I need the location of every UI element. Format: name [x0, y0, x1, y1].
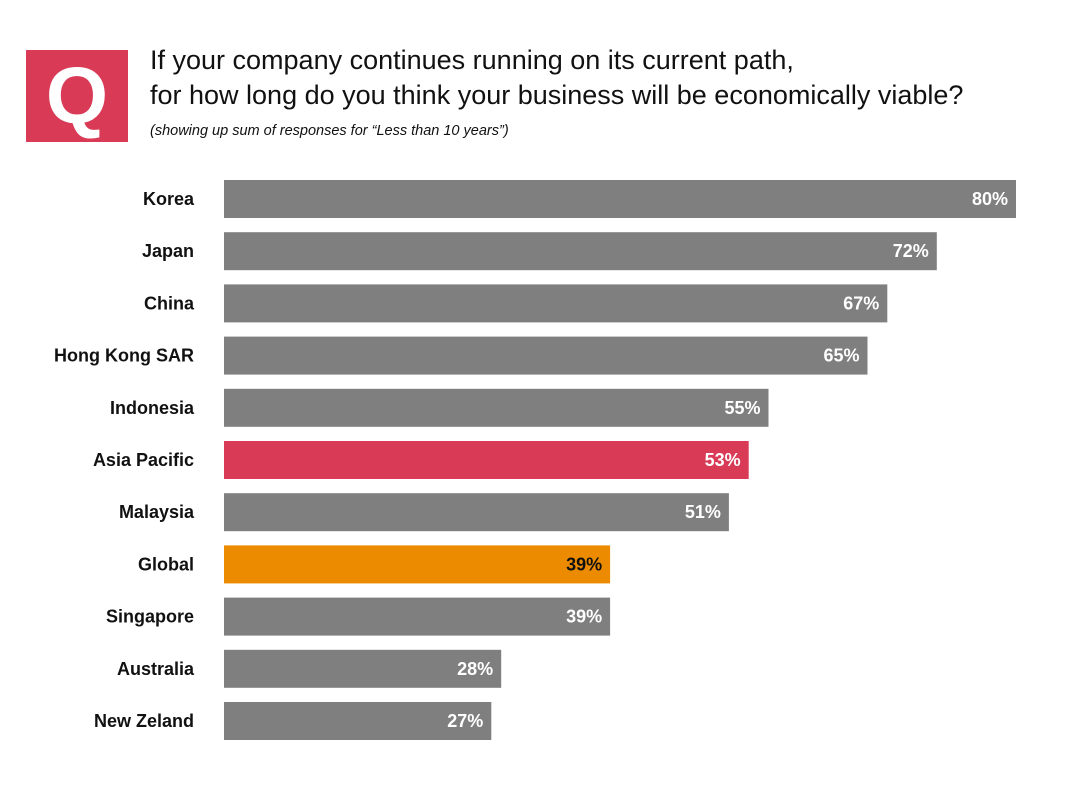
- value-label-asia-pacific: 53%: [705, 450, 741, 470]
- bar-japan: [224, 232, 937, 271]
- value-label-indonesia: 55%: [724, 398, 760, 418]
- chart-title-line-1: If your company continues running on its…: [150, 45, 794, 75]
- bar-indonesia: [224, 388, 769, 427]
- bar-singapore: [224, 597, 611, 636]
- value-label-global: 39%: [566, 554, 602, 574]
- bar-australia: [224, 649, 502, 688]
- category-label-indonesia: Indonesia: [110, 398, 195, 418]
- bar-asia-pacific: [224, 441, 749, 479]
- bar-malaysia: [224, 493, 729, 532]
- chart-title-line-2: for how long do you think your business …: [150, 80, 964, 110]
- category-label-korea: Korea: [143, 189, 195, 209]
- chart-subtitle: (showing up sum of responses for “Less t…: [150, 123, 509, 139]
- category-label-asia-pacific: Asia Pacific: [93, 450, 194, 470]
- category-label-singapore: Singapore: [106, 607, 194, 627]
- bar-global: [224, 545, 611, 584]
- category-label-new-zeland: New Zeland: [94, 711, 194, 731]
- question-badge: Q: [26, 50, 128, 142]
- chart-title: If your company continues running on its…: [150, 43, 1050, 113]
- category-label-global: Global: [138, 554, 194, 574]
- category-label-china: China: [144, 293, 195, 313]
- category-label-malaysia: Malaysia: [119, 502, 195, 522]
- category-label-japan: Japan: [142, 241, 194, 261]
- value-label-japan: 72%: [893, 241, 929, 261]
- value-label-korea: 80%: [972, 189, 1008, 209]
- bar-hong-kong-sar: [224, 336, 868, 375]
- value-label-malaysia: 51%: [685, 502, 721, 522]
- value-label-singapore: 39%: [566, 607, 602, 627]
- value-label-china: 67%: [843, 293, 879, 313]
- value-label-australia: 28%: [457, 659, 493, 679]
- bar-new-zeland: [224, 702, 492, 740]
- question-badge-letter: Q: [45, 51, 109, 140]
- bar-korea: [224, 180, 1016, 218]
- category-label-hong-kong-sar: Hong Kong SAR: [54, 346, 194, 366]
- category-label-australia: Australia: [117, 659, 195, 679]
- value-label-hong-kong-sar: 65%: [823, 346, 859, 366]
- value-label-new-zeland: 27%: [447, 711, 483, 731]
- bar-china: [224, 284, 888, 323]
